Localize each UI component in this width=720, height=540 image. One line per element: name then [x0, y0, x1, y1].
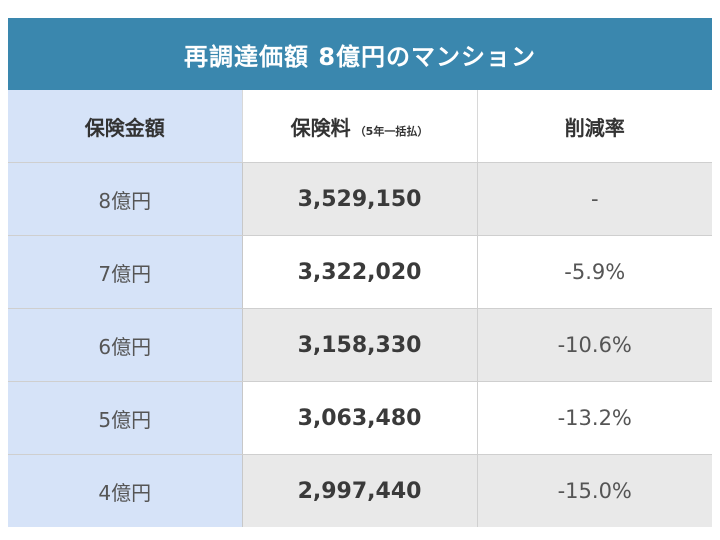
table-row: 4億円 2,997,440 -15.0% [8, 454, 712, 527]
premium-comparison-table-frame: 再調達価額 8億円のマンション 保険金額 保険料 （5年一括払） 削減率 8億円 … [8, 18, 712, 527]
reduction-rate-cell: -13.2% [477, 381, 712, 455]
table-title: 再調達価額 8億円のマンション [8, 18, 712, 90]
insured-amount-cell: 6億円 [8, 308, 243, 382]
header-row: 保険金額 保険料 （5年一括払） 削減率 [8, 90, 712, 163]
reduction-rate-cell: - [477, 162, 712, 236]
table-row: 6億円 3,158,330 -10.6% [8, 308, 712, 382]
premium-cell: 3,063,480 [242, 381, 478, 455]
header-premium-label: 保険料 [290, 115, 351, 140]
insured-amount-cell: 8億円 [8, 162, 243, 236]
premium-cell: 2,997,440 [242, 454, 478, 527]
header-insured-amount: 保険金額 [8, 90, 243, 163]
header-premium: 保険料 （5年一括払） [242, 90, 478, 163]
premium-table: 保険金額 保険料 （5年一括払） 削減率 8億円 3,529,150 - 7億円 … [8, 90, 712, 527]
table-row: 5億円 3,063,480 -13.2% [8, 381, 712, 455]
table-row: 7億円 3,322,020 -5.9% [8, 235, 712, 309]
insured-amount-cell: 7億円 [8, 235, 243, 309]
insured-amount-cell: 4億円 [8, 454, 243, 527]
premium-cell: 3,529,150 [242, 162, 478, 236]
reduction-rate-cell: -5.9% [477, 235, 712, 309]
premium-cell: 3,322,020 [242, 235, 478, 309]
premium-cell: 3,158,330 [242, 308, 478, 382]
header-premium-note: （5年一括払） [354, 124, 429, 138]
reduction-rate-cell: -10.6% [477, 308, 712, 382]
insured-amount-cell: 5億円 [8, 381, 243, 455]
table-row: 8億円 3,529,150 - [8, 162, 712, 236]
reduction-rate-cell: -15.0% [477, 454, 712, 527]
header-reduction-rate: 削減率 [477, 90, 712, 163]
